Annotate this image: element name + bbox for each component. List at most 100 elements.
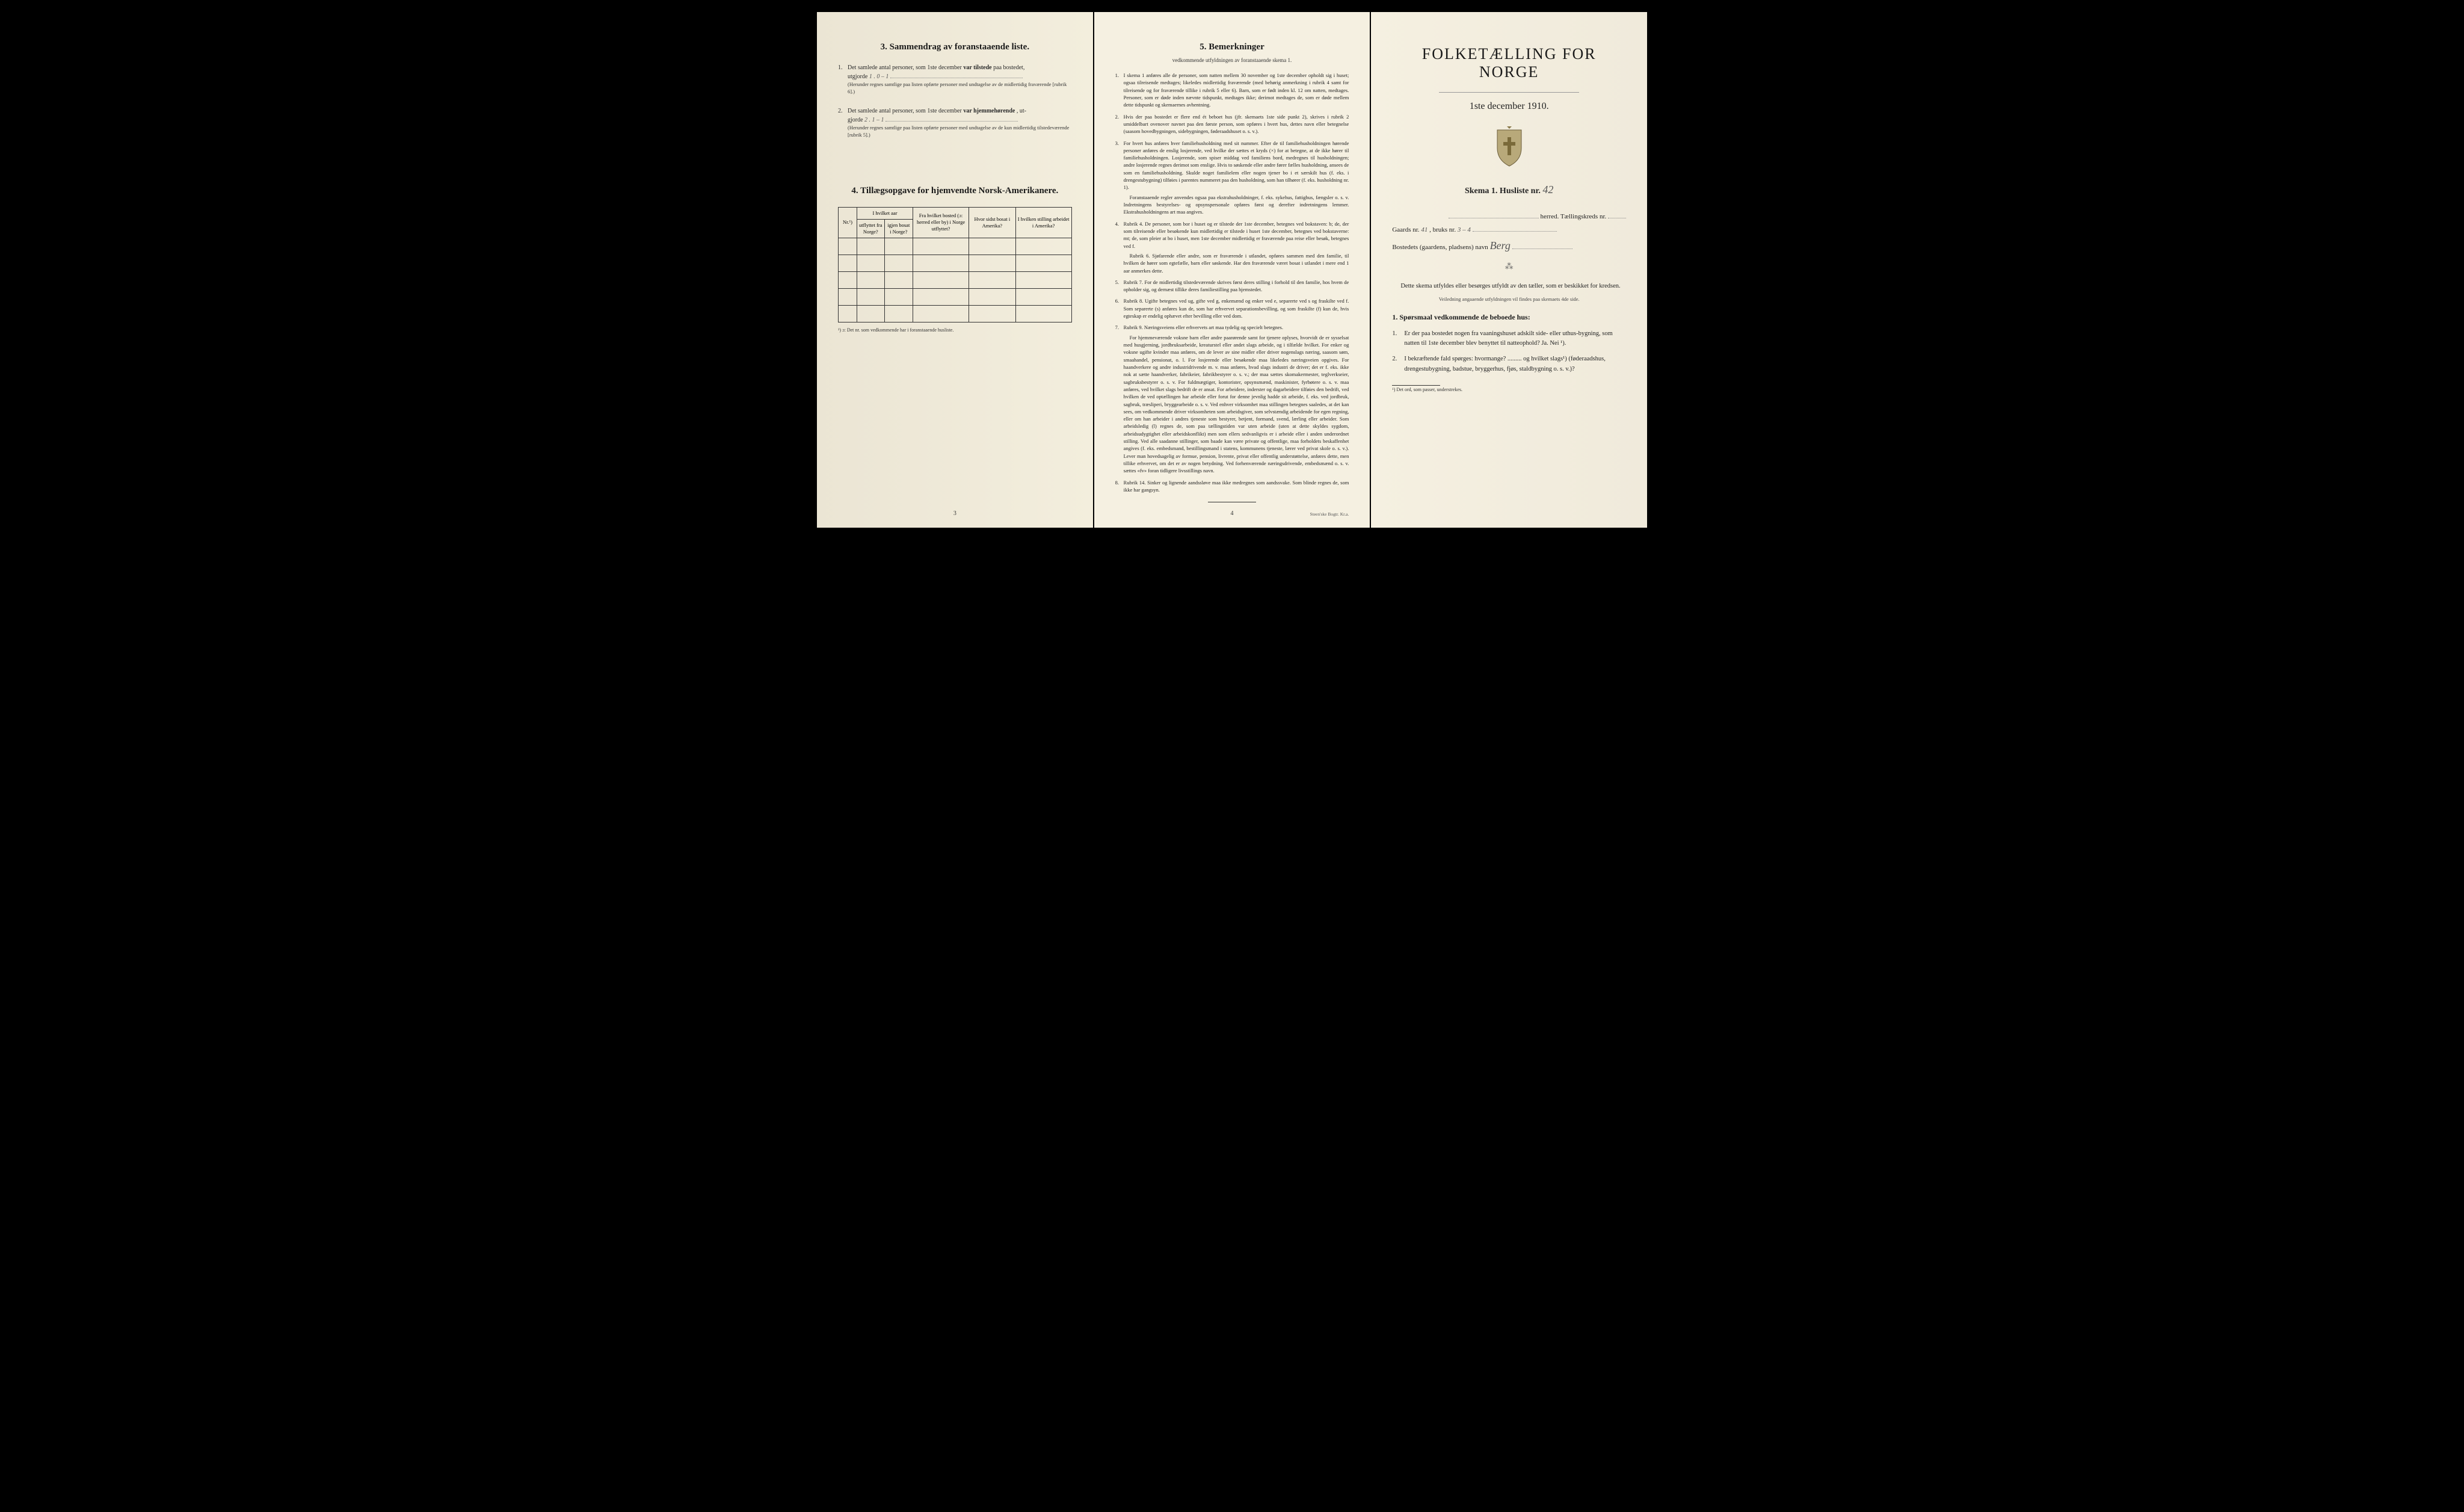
item-1-number: 1. bbox=[838, 63, 848, 99]
section-4-heading: 4. Tillægsopgave for hjemvendte Norsk-Am… bbox=[838, 186, 1072, 196]
item-1-value: 1 . 0 – 1 bbox=[869, 73, 889, 80]
page-number-3: 3 bbox=[953, 510, 956, 517]
th-stilling: I hvilken stilling arbeidet i Amerika? bbox=[1015, 207, 1071, 238]
bruks-nr-value: 3 – 4 bbox=[1458, 226, 1471, 233]
item-1-bold: var tilstede bbox=[963, 64, 991, 71]
page-4: 5. Bemerkninger vedkommende utfyldningen… bbox=[1094, 12, 1370, 528]
remark-item: 2.Hvis der paa bostedet er flere end ét … bbox=[1115, 113, 1349, 135]
section-3-heading: 3. Sammendrag av foranstaaende liste. bbox=[838, 42, 1072, 52]
page-title: FOLKETÆLLING FOR NORGE 1ste december 191… bbox=[1371, 12, 1647, 528]
remark-text: Rubrik 9. Næringsveiens eller erhvervets… bbox=[1124, 324, 1349, 474]
remark-text: For hvert hus anføres hver familiehushol… bbox=[1124, 140, 1349, 216]
instructions-p1: Dette skema utfyldes eller besørges utfy… bbox=[1392, 282, 1626, 291]
item-2-lead: Det samlede antal personer, som 1ste dec… bbox=[848, 108, 962, 114]
remark-text: Rubrik 14. Sinker og lignende aandssløve… bbox=[1124, 479, 1349, 494]
remark-text: Rubrik 7. For de midlertidig tilstedevær… bbox=[1124, 279, 1349, 294]
q2-text: I bekræftende fald spørges: hvormange? .… bbox=[1404, 354, 1626, 374]
item-1-tail: paa bostedet, bbox=[993, 64, 1024, 71]
th-nr: Nr.¹) bbox=[839, 207, 857, 238]
footnote-text: ¹) Det ord, som passer, understrekes. bbox=[1392, 387, 1462, 392]
th-igjen: igjen bosat i Norge? bbox=[884, 219, 913, 238]
herred-line: herred. Tællingskreds nr. bbox=[1392, 213, 1626, 220]
remark-text: Rubrik 8. Ugifte betegnes ved ug, gifte … bbox=[1124, 297, 1349, 319]
questions-heading: 1. Spørsmaal vedkommende de beboede hus: bbox=[1392, 313, 1626, 322]
coat-of-arms-icon bbox=[1392, 125, 1626, 170]
remark-subtext: Rubrik 6. Sjøfarende eller andre, som er… bbox=[1124, 252, 1349, 274]
remark-number: 6. bbox=[1115, 297, 1124, 319]
remarks-list: 1.I skema 1 anføres alle de personer, so… bbox=[1115, 72, 1349, 493]
remark-text: Hvis der paa bostedet er flere end ét be… bbox=[1124, 113, 1349, 135]
remark-item: 7.Rubrik 9. Næringsveiens eller erhverve… bbox=[1115, 324, 1349, 474]
remark-item: 6.Rubrik 8. Ugifte betegnes ved ug, gift… bbox=[1115, 297, 1349, 319]
table-row bbox=[839, 238, 1072, 255]
remark-item: 4.Rubrik 4. De personer, som bor i huset… bbox=[1115, 220, 1349, 274]
item-2-bold: var hjemmehørende bbox=[963, 108, 1015, 114]
item-2-note: (Herunder regnes samtlige paa listen opf… bbox=[848, 125, 1072, 139]
item-2-value: 2 . 1 – 1 bbox=[864, 117, 884, 123]
dotted-line bbox=[886, 121, 1018, 122]
gaards-nr-value: 41 bbox=[1421, 226, 1428, 233]
table-footnote: ¹) ɔ: Det nr. som vedkommende har i fora… bbox=[838, 327, 1072, 333]
th-utflyttet: utflyttet fra Norge? bbox=[857, 219, 885, 238]
flourish-icon: ⁂ bbox=[1392, 262, 1626, 272]
remark-item: 3.For hvert hus anføres hver familiehush… bbox=[1115, 140, 1349, 216]
page-number-4: 4 bbox=[1231, 510, 1234, 517]
table-row bbox=[839, 305, 1072, 322]
item-2: 2. Det samlede antal personer, som 1ste … bbox=[838, 106, 1072, 143]
title-rule bbox=[1439, 92, 1579, 93]
gaards-label: Gaards nr. bbox=[1392, 226, 1419, 233]
footnote-rule bbox=[1392, 385, 1440, 386]
remark-number: 8. bbox=[1115, 479, 1124, 494]
remark-number: 3. bbox=[1115, 140, 1124, 216]
item-1: 1. Det samlede antal personer, som 1ste … bbox=[838, 63, 1072, 99]
remark-number: 2. bbox=[1115, 113, 1124, 135]
section-5-heading: 5. Bemerkninger bbox=[1115, 42, 1349, 52]
amerikanere-table: Nr.¹) I hvilket aar Fra hvilket bosted (… bbox=[838, 207, 1072, 322]
main-title: FOLKETÆLLING FOR NORGE bbox=[1392, 45, 1626, 81]
question-2: 2. I bekræftende fald spørges: hvormange… bbox=[1392, 354, 1626, 374]
item-1-lead: Det samlede antal personer, som 1ste dec… bbox=[848, 64, 962, 71]
q1-number: 1. bbox=[1392, 329, 1404, 349]
dotted-line bbox=[1512, 248, 1572, 249]
remark-item: 8.Rubrik 14. Sinker og lignende aandsslø… bbox=[1115, 479, 1349, 494]
bruks-label: , bruks nr. bbox=[1429, 226, 1456, 233]
remark-number: 4. bbox=[1115, 220, 1124, 274]
q1-text: Er der paa bostedet nogen fra vaaningshu… bbox=[1404, 329, 1626, 349]
remark-subtext: Foranstaaende regler anvendes ogsaa paa … bbox=[1124, 194, 1349, 216]
right-footnote: ¹) Det ord, som passer, understrekes. bbox=[1392, 385, 1626, 392]
table-row bbox=[839, 271, 1072, 288]
question-1: 1. Er der paa bostedet nogen fra vaaning… bbox=[1392, 329, 1626, 349]
bosted-line: Bostedets (gaardens, pladsens) navn Berg bbox=[1392, 239, 1626, 252]
herred-label: herred. Tællingskreds nr. bbox=[1540, 213, 1606, 220]
husliste-nr-value: 42 bbox=[1542, 184, 1553, 196]
page-3: 3. Sammendrag av foranstaaende liste. 1.… bbox=[817, 12, 1093, 528]
item-1-note: (Herunder regnes samtlige paa listen opf… bbox=[848, 81, 1072, 96]
th-hvor-sidst: Hvor sidst bosat i Amerika? bbox=[969, 207, 1016, 238]
bosted-label: Bostedets (gaardens, pladsens) navn bbox=[1392, 244, 1488, 251]
remark-subtext: For hjemmeværende voksne barn eller andr… bbox=[1124, 334, 1349, 475]
remark-number: 1. bbox=[1115, 72, 1124, 109]
bosted-navn-value: Berg bbox=[1490, 239, 1511, 251]
item-1-utgjorde: utgjorde bbox=[848, 73, 867, 80]
table-row bbox=[839, 255, 1072, 271]
document-spread: 3. Sammendrag av foranstaaende liste. 1.… bbox=[817, 12, 1647, 528]
dotted-line bbox=[1473, 231, 1557, 232]
table-body bbox=[839, 238, 1072, 322]
remark-number: 5. bbox=[1115, 279, 1124, 294]
printer-credit: Steen'ske Bogtr. Kr.a. bbox=[1310, 511, 1349, 517]
skema-label: Skema 1. Husliste nr. bbox=[1465, 187, 1541, 196]
th-fra-bosted: Fra hvilket bosted (ɔ: herred eller by) … bbox=[913, 207, 969, 238]
th-aar-group: I hvilket aar bbox=[857, 207, 913, 219]
q2-number: 2. bbox=[1392, 354, 1404, 374]
table-row bbox=[839, 288, 1072, 305]
item-2-tail: , ut- bbox=[1017, 108, 1026, 114]
skema-line: Skema 1. Husliste nr. 42 bbox=[1392, 184, 1626, 196]
subtitle-date: 1ste december 1910. bbox=[1392, 101, 1626, 112]
remark-text: I skema 1 anføres alle de personer, som … bbox=[1124, 72, 1349, 109]
section-5-subtitle: vedkommende utfyldningen av foranstaaend… bbox=[1115, 57, 1349, 63]
instructions-small: Veiledning angaaende utfyldningen vil fi… bbox=[1392, 296, 1626, 302]
remark-item: 5.Rubrik 7. For de midlertidig tilstedev… bbox=[1115, 279, 1349, 294]
item-2-utgjorde: gjorde bbox=[848, 117, 863, 123]
gaards-line: Gaards nr. 41 , bruks nr. 3 – 4 bbox=[1392, 226, 1626, 233]
remark-number: 7. bbox=[1115, 324, 1124, 474]
